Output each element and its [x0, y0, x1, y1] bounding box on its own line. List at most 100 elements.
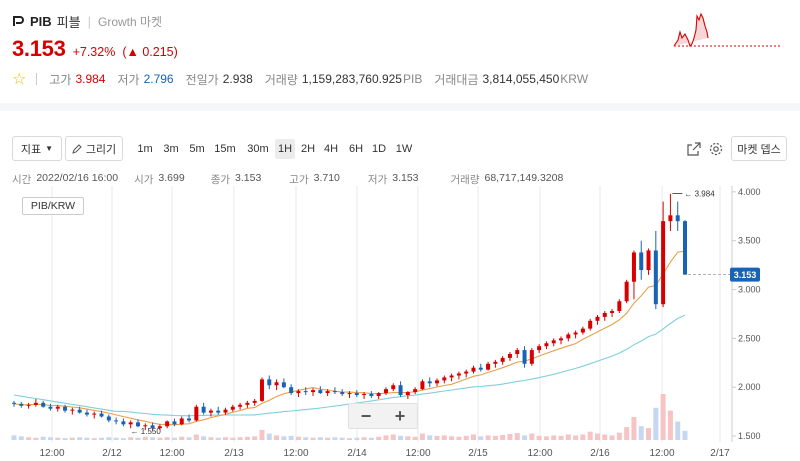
volume-bar	[682, 430, 688, 440]
candle-body	[398, 385, 403, 396]
candle-body	[187, 418, 192, 421]
draw-button[interactable]: 그리기	[65, 136, 123, 161]
volume-bar	[142, 436, 148, 440]
candle-body	[617, 301, 622, 312]
candle-body	[580, 328, 585, 333]
volume-value: 68,717,149.3208	[484, 172, 564, 184]
volume-bar	[536, 435, 542, 440]
candle-body	[332, 391, 337, 393]
candle-body	[230, 406, 235, 410]
price-chart[interactable]: 4.000 3.500 3.000 2.500 2.000 1.500 12:00 2/12 1…	[0, 184, 800, 461]
market-label: Growth 마켓	[97, 15, 163, 29]
volume-bar	[47, 437, 53, 440]
timeframe-1D[interactable]: 1D	[371, 143, 387, 155]
candle-body	[683, 221, 687, 275]
timeframe-3m[interactable]: 3m	[163, 143, 179, 155]
candle-body	[668, 215, 673, 222]
candle-body	[19, 403, 24, 406]
timeframe-15m[interactable]: 15m	[214, 143, 236, 155]
zoom-out-button[interactable]: −	[360, 405, 372, 426]
candle-body	[362, 394, 367, 396]
stat-value-text: 1,159,283,760.925	[301, 72, 402, 86]
candle-body	[347, 393, 352, 395]
candle-body	[435, 380, 440, 384]
gear-icon[interactable]	[708, 141, 724, 157]
volume-bar	[99, 437, 105, 440]
close-label: 종가	[210, 174, 231, 186]
candle-body	[515, 350, 520, 354]
section-divider	[0, 103, 800, 111]
candle-body	[405, 392, 410, 396]
x-tick-label: 2/12	[102, 448, 122, 459]
volume-bar	[390, 434, 396, 440]
volume-bar	[485, 435, 491, 440]
candle-body	[391, 385, 396, 390]
candle-body	[289, 387, 294, 394]
candle-body	[303, 391, 308, 393]
volume-bar	[398, 435, 404, 440]
candle-body	[369, 394, 374, 396]
stat-value-text: 3.984	[75, 72, 106, 86]
candle-body	[172, 421, 177, 425]
stats-row: ☆ 고가 3.984 저가 2.796 전일가 2.938 거래량 1,159,283,760…	[12, 69, 600, 89]
change-percent: +7.32%	[72, 45, 116, 59]
volume-bar	[295, 436, 301, 440]
timeframe-30m[interactable]: 30m	[247, 143, 269, 155]
volume-bar	[463, 435, 469, 440]
x-tick-label: 2/16	[590, 448, 610, 459]
stat-label: 거래량	[264, 72, 298, 87]
volume-bar	[558, 435, 564, 440]
x-tick-label: 2/15	[468, 448, 488, 459]
timeframe-1H[interactable]: 1H	[275, 139, 295, 159]
timeframe-5m[interactable]: 5m	[189, 143, 205, 155]
volume-bar	[274, 435, 280, 440]
market-depth-button[interactable]: 마켓 뎁스	[731, 136, 787, 161]
timeframe-6H[interactable]: 6H	[348, 143, 364, 155]
timeframe-1m[interactable]: 1m	[137, 143, 153, 155]
timeframe-1W[interactable]: 1W	[395, 143, 413, 155]
volume-bar	[500, 434, 506, 440]
stat-value: 3.984	[75, 72, 105, 86]
volume-bar	[587, 431, 593, 440]
high-marker-label: ← 3.984	[684, 189, 715, 198]
candle-body	[420, 381, 425, 390]
candle-body	[33, 402, 38, 405]
volume-bar	[230, 437, 236, 440]
volume-bar	[106, 437, 112, 440]
timeframe-2H[interactable]: 2H	[300, 143, 316, 155]
favorite-star-icon[interactable]: ☆	[12, 71, 27, 88]
market-depth-label: 마켓 뎁스	[737, 143, 781, 156]
zoom-in-button[interactable]: +	[394, 405, 406, 426]
stat-unit: PIB	[402, 72, 423, 86]
volume-bar	[62, 438, 68, 440]
candle-body	[281, 382, 286, 388]
volume-bar	[266, 433, 272, 440]
volume-bar	[18, 436, 24, 440]
price-row: 3.153 +7.32% (▲ 0.215)	[12, 36, 178, 62]
volume-bar	[11, 435, 17, 440]
candle-body	[238, 404, 243, 407]
volume-bar	[565, 434, 571, 440]
candle-body	[208, 410, 213, 413]
candle-body	[544, 343, 549, 347]
volume-bar	[543, 436, 549, 440]
timeframe-4H[interactable]: 4H	[323, 143, 339, 155]
indicator-button[interactable]: 지표 ▼	[12, 136, 62, 161]
candle-body	[311, 390, 316, 393]
candle-body	[194, 406, 199, 421]
candle-body	[84, 412, 89, 415]
candle-body	[77, 409, 82, 413]
volume-bar	[332, 437, 338, 440]
title-row: PIB 피블 | Growth 마켓	[12, 12, 162, 31]
ohlc-info-row: 시간 2022/02/16 16:00 시가 3.699 종가 3.153 고가…	[12, 172, 579, 187]
volume-bar	[616, 432, 622, 440]
candle-body	[602, 312, 607, 317]
volume-bar	[368, 437, 374, 440]
popout-icon[interactable]	[686, 141, 702, 157]
open-value: 3.699	[158, 172, 185, 184]
pencil-icon	[72, 143, 82, 154]
volume-bar	[551, 435, 557, 440]
candle-body	[413, 389, 418, 393]
volume-bar	[580, 434, 586, 440]
title-divider: |	[87, 14, 91, 29]
